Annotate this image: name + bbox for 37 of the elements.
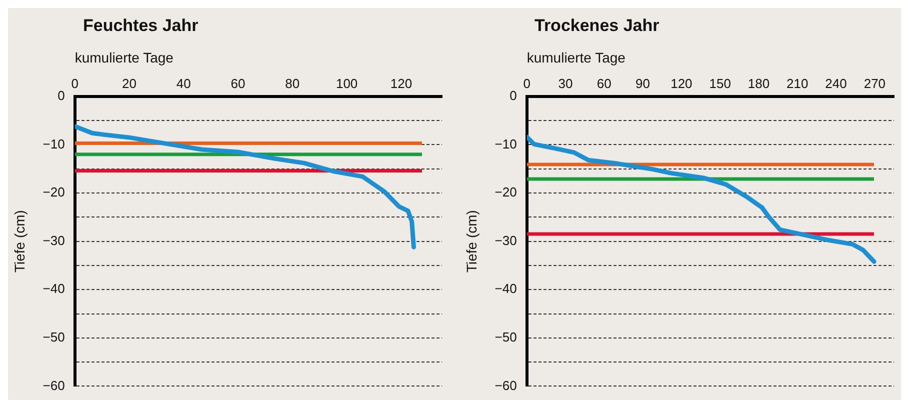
x-tick-label: 90 xyxy=(635,76,650,92)
x-tick-label: 0 xyxy=(522,76,530,92)
y-tick-label: −40 xyxy=(42,281,65,296)
x-tick-label: 80 xyxy=(285,76,300,92)
y-tick-label: −60 xyxy=(494,378,516,393)
x-tick-label: 60 xyxy=(596,76,611,92)
y-tick-label: −50 xyxy=(494,329,516,344)
y-axis-title: Tiefe (cm) xyxy=(11,210,28,273)
x-tick-label: 120 xyxy=(670,76,692,92)
x-axis-title: kumulierte Tage xyxy=(74,49,174,66)
x-tick-label: 210 xyxy=(786,76,808,92)
y-tick-label: 0 xyxy=(509,88,516,103)
x-tick-label: 180 xyxy=(747,76,770,92)
y-tick-label: −30 xyxy=(494,232,516,248)
y-tick-label: −20 xyxy=(494,184,516,200)
x-tick-label: 30 xyxy=(558,76,572,92)
x-tick-label: 100 xyxy=(336,76,358,92)
y-axis-title: Tiefe (cm) xyxy=(462,210,479,273)
y-tick-label: −60 xyxy=(42,378,65,393)
y-tick-label: −10 xyxy=(494,136,516,152)
y-tick-label: −30 xyxy=(42,232,65,248)
x-tick-label: 60 xyxy=(230,76,246,92)
x-axis-title: kumulierte Tage xyxy=(526,49,626,66)
x-tick-label: 150 xyxy=(708,76,730,92)
x-tick-label: 40 xyxy=(176,76,191,92)
x-tick-label: 270 xyxy=(863,76,886,92)
x-tick-label: 0 xyxy=(71,76,78,92)
y-tick-label: −40 xyxy=(494,281,516,296)
y-tick-label: 0 xyxy=(58,88,65,103)
x-tick-label: 120 xyxy=(390,76,412,92)
chart-title: Trockenes Jahr xyxy=(534,15,660,37)
y-tick-label: −20 xyxy=(42,184,65,200)
x-tick-label: 20 xyxy=(122,76,136,92)
x-tick-label: 240 xyxy=(824,76,846,92)
chart-title: Feuchtes Jahr xyxy=(82,15,200,37)
y-tick-label: −10 xyxy=(42,136,65,152)
y-tick-label: −50 xyxy=(42,329,65,344)
